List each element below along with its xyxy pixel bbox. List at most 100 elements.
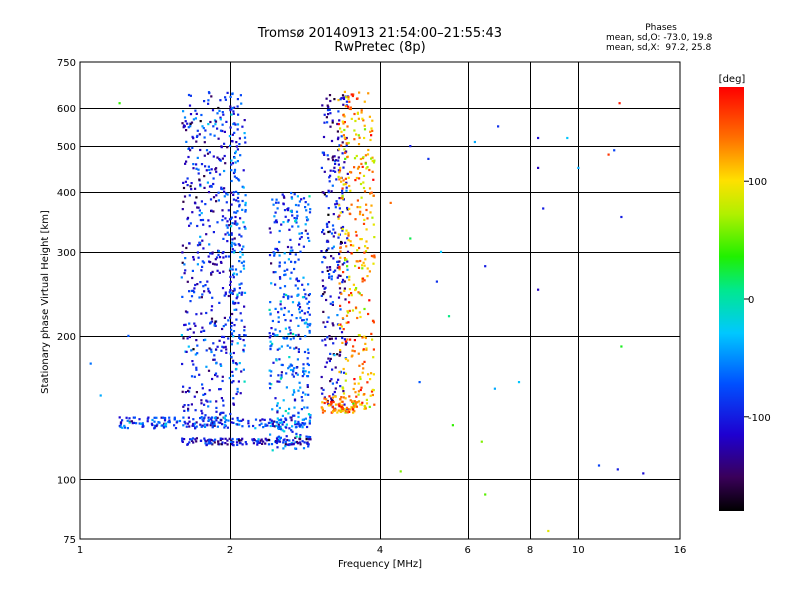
data-point (151, 418, 154, 422)
data-point (329, 302, 332, 305)
data-point (217, 253, 220, 256)
data-point (336, 122, 339, 126)
data-point (214, 258, 217, 261)
data-point (240, 319, 243, 322)
data-point (228, 269, 232, 272)
data-point (332, 245, 335, 248)
data-point (207, 419, 210, 422)
data-point (203, 416, 206, 419)
data-point (293, 193, 296, 196)
data-point (218, 256, 222, 259)
data-point (221, 123, 224, 126)
data-point (363, 335, 366, 338)
data-point (332, 169, 335, 172)
data-point (188, 147, 191, 150)
data-point (181, 261, 184, 264)
data-point (244, 334, 247, 337)
data-point (304, 370, 307, 373)
data-point (306, 232, 309, 235)
data-point (276, 207, 279, 210)
data-point (187, 345, 190, 348)
data-point (341, 410, 344, 413)
data-point (213, 134, 216, 137)
data-point (280, 376, 283, 379)
data-point (289, 249, 292, 252)
data-point (212, 423, 215, 427)
data-point (229, 316, 232, 319)
data-point (174, 427, 178, 430)
data-point (208, 225, 211, 228)
data-point (276, 417, 279, 420)
data-point (369, 394, 372, 397)
data-point (345, 186, 348, 189)
data-point (341, 386, 344, 389)
data-point (373, 403, 376, 406)
data-point (213, 263, 216, 266)
data-point (359, 238, 362, 241)
data-point (350, 203, 353, 206)
data-point (186, 218, 189, 221)
data-point (299, 443, 302, 446)
data-point (618, 102, 621, 105)
data-point (299, 316, 302, 319)
data-point (209, 261, 212, 264)
data-point (278, 261, 281, 264)
data-point (186, 337, 189, 340)
data-point (223, 423, 226, 426)
data-point (153, 427, 156, 430)
data-point (220, 443, 223, 446)
data-point (203, 154, 206, 157)
data-point (228, 224, 231, 227)
data-point (221, 335, 224, 338)
data-point (305, 435, 308, 438)
y-tick-label: 300 (57, 248, 76, 259)
data-point (215, 406, 218, 409)
data-point (235, 362, 238, 365)
data-point (359, 259, 362, 263)
data-point (288, 356, 291, 359)
data-point (281, 363, 284, 367)
data-point (362, 261, 365, 264)
data-point (271, 422, 274, 425)
data-point (325, 195, 328, 198)
data-point (195, 163, 198, 166)
data-point (183, 404, 186, 407)
data-point (200, 402, 203, 405)
data-point (269, 387, 272, 390)
data-point (225, 224, 228, 227)
data-point (242, 350, 245, 353)
data-point (359, 377, 362, 381)
data-point (284, 418, 287, 421)
data-point (242, 260, 246, 263)
data-point (327, 404, 330, 407)
data-point (295, 218, 298, 222)
data-point (235, 367, 238, 371)
data-point (344, 410, 347, 413)
data-point (240, 439, 243, 442)
data-point (195, 112, 198, 115)
data-point (354, 306, 358, 309)
data-point (203, 425, 207, 428)
data-point (232, 330, 236, 333)
data-point (221, 219, 224, 222)
data-point (236, 128, 239, 131)
data-point (264, 437, 267, 440)
data-point (229, 283, 232, 286)
data-point (290, 419, 293, 422)
data-point (542, 207, 545, 210)
data-point (294, 421, 297, 424)
data-point (264, 442, 267, 445)
data-point (231, 417, 234, 420)
data-point (324, 344, 327, 347)
data-point (219, 363, 222, 366)
data-point (339, 323, 342, 326)
data-point (209, 400, 212, 403)
data-point (236, 293, 239, 296)
data-point (192, 258, 195, 261)
data-point (341, 317, 344, 320)
data-point (210, 439, 213, 442)
data-point (276, 348, 279, 351)
data-point (340, 130, 343, 133)
data-point (339, 304, 342, 307)
data-point (164, 423, 167, 426)
